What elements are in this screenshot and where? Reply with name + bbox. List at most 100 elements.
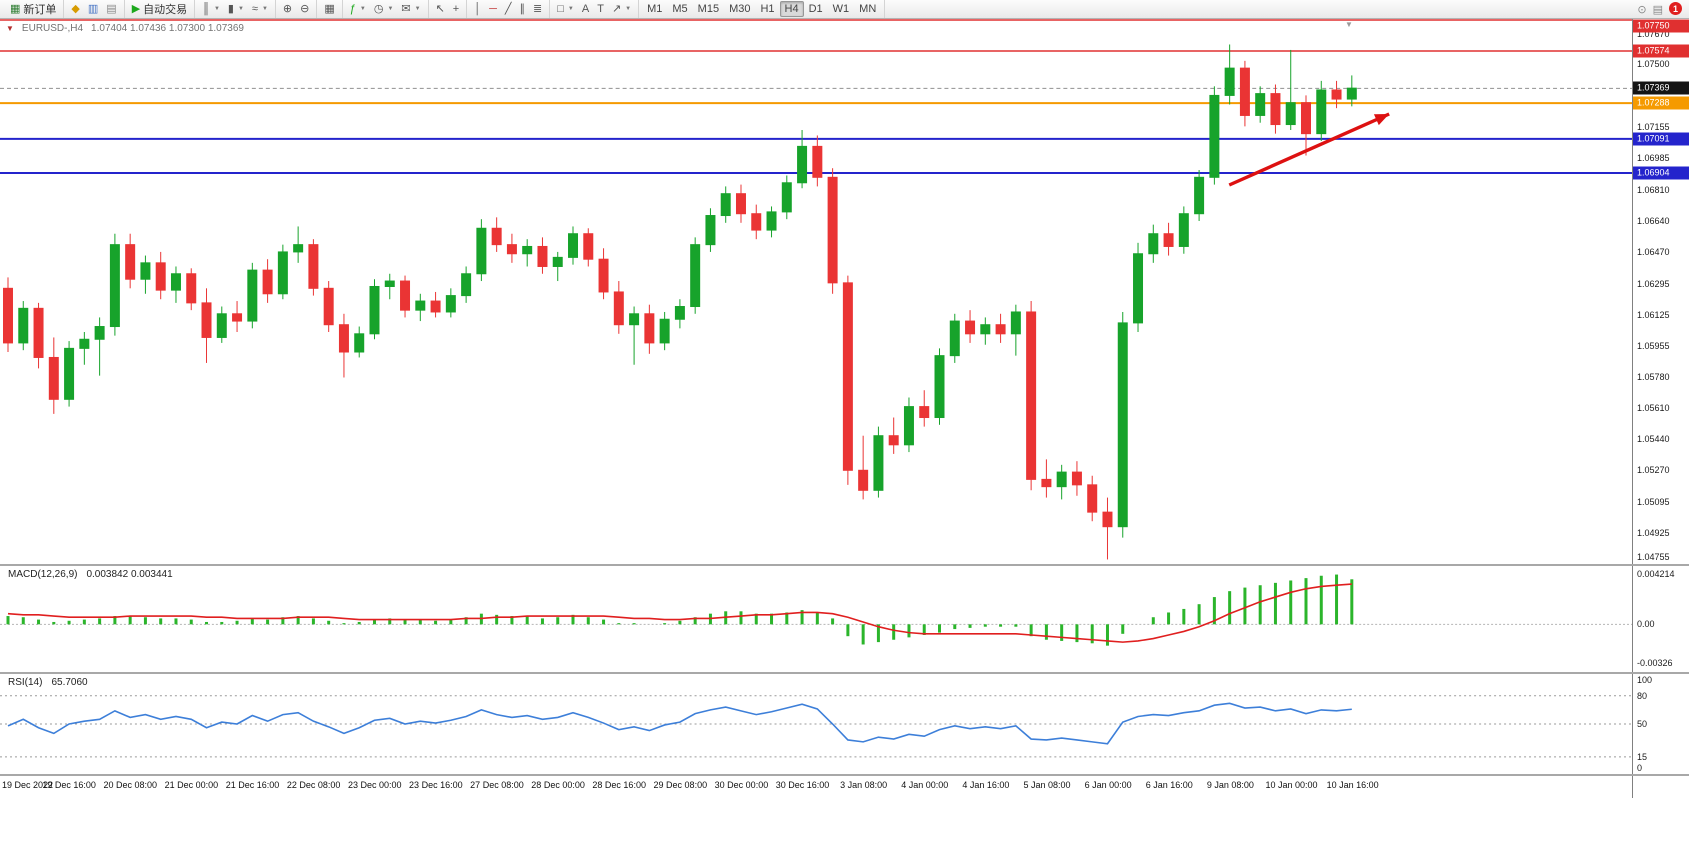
bottom-margin [0, 798, 1689, 858]
text-icon[interactable]: A [578, 1, 593, 18]
time-axis-label: 4 Jan 16:00 [962, 780, 1010, 790]
cursor-icon[interactable]: ↖ [432, 1, 449, 18]
price-tag: 1.06904 [1633, 166, 1689, 180]
candlestick [476, 219, 487, 282]
tf-mn-button[interactable]: MN [854, 1, 881, 17]
candlestick [140, 255, 151, 294]
tf-m5-button[interactable]: M5 [667, 1, 692, 17]
time-axis-label: 27 Dec 08:00 [470, 780, 524, 790]
channel-icon[interactable]: ∥ [516, 1, 530, 18]
macd-axis[interactable]: 0.004214 0.00 -0.00326 [1632, 566, 1689, 672]
trendline-icon-glyph: ╱ [504, 2, 512, 15]
auto-trading-button[interactable]: ▶ 自动交易 [128, 1, 191, 18]
trend-arrow-annotation[interactable] [1228, 112, 1390, 187]
candlestick [1316, 80, 1327, 141]
time-axis[interactable]: 19 Dec 2022 19 Dec 16:00 20 Dec 08:00 21 De… [0, 776, 1632, 798]
tf-w1-button[interactable]: W1 [828, 1, 855, 17]
periods-icon[interactable]: ◷ ▼ [370, 1, 398, 18]
candlestick [568, 226, 579, 265]
cursor-icon-glyph: ↖ [435, 2, 445, 15]
layout-icon[interactable]: ▤ [1652, 3, 1663, 16]
indicators-icon[interactable]: ƒ ▼ [346, 1, 370, 18]
candlestick [1071, 461, 1082, 496]
notification-badge[interactable]: 1 [1669, 2, 1682, 15]
chart-shift-marker[interactable]: ▼ [1345, 20, 1353, 29]
price-chart-plot[interactable]: ▼ EURUSD-,H4 1.07404 1.07436 1.07300 1.0… [0, 19, 1632, 564]
candlestick [1239, 60, 1250, 127]
time-axis-label: 10 Jan 16:00 [1326, 780, 1379, 790]
crosshair-icon[interactable]: + [449, 1, 463, 18]
arrows-icon[interactable]: ↗ ▼ [608, 1, 635, 18]
candlestick [1209, 86, 1220, 185]
candlestick [751, 204, 762, 240]
candlestick [308, 239, 319, 296]
candlestick [384, 273, 395, 300]
tile-windows-icon[interactable]: ▦ [320, 1, 338, 18]
line-chart-icon[interactable]: ≈ ▼ [248, 1, 272, 18]
macd-values: 0.003842 0.003441 [86, 569, 173, 580]
candlestick [858, 435, 869, 500]
time-axis-label: 6 Jan 00:00 [1084, 780, 1132, 790]
panel-splitter[interactable] [0, 564, 1689, 566]
toolbar-groups: ▦ 新订单 ◆ ▥ ▤ ▶ 自动交易 ║ ▼ ▮ ▼ ≈ ▼ ⊕ ⊖ ▦ ƒ ▼ ◷ ▼ ✉ ▼ ↖ + │ ─ ╱ ∥ ≣ □ ▼ A T ↗ ▼… [3, 0, 886, 18]
tf-m30-button[interactable]: M30 [724, 1, 755, 17]
candlestick [400, 275, 411, 318]
candlestick [33, 302, 44, 369]
panel-splitter[interactable] [0, 672, 1689, 674]
sound-alert-icon[interactable]: ◆ [67, 1, 83, 18]
candlestick [781, 175, 792, 220]
chevron-down-icon: ▼ [625, 6, 632, 12]
shapes-icon-glyph: □ [557, 2, 564, 15]
auto-trading-button-glyph: ▶ [131, 2, 141, 15]
tf-m15-button[interactable]: M15 [693, 1, 724, 17]
macd-signal-line [7, 583, 1352, 643]
price-tick: 1.07670 [1637, 28, 1670, 39]
candlestick [216, 306, 227, 343]
horizontal-line-icon[interactable]: ─ [485, 1, 501, 18]
text-label-icon[interactable]: T [593, 1, 608, 18]
candlestick [583, 228, 594, 267]
candlestick [1026, 301, 1037, 491]
tf-w1-button-label: W1 [832, 3, 850, 15]
tf-h1-button[interactable]: H1 [755, 1, 779, 17]
text-icon-glyph: A [581, 2, 590, 15]
new-order-button[interactable]: ▦ 新订单 [6, 1, 60, 18]
new-chart-icon[interactable]: ▥ [84, 1, 102, 18]
candlestick [598, 248, 609, 300]
trendline-icon[interactable]: ╱ [501, 1, 516, 18]
search-icon[interactable]: ⊙ [1637, 3, 1647, 16]
fibonacci-icon[interactable]: ≣ [529, 1, 546, 18]
rsi-tick: 0 [1637, 763, 1643, 773]
tf-m30-button-label: M30 [729, 3, 751, 15]
candlestick [354, 326, 365, 358]
tf-h4-button-label: H4 [784, 3, 799, 15]
zoom-in-icon[interactable]: ⊕ [279, 1, 296, 18]
tf-d1-button[interactable]: D1 [804, 1, 828, 17]
vertical-line-icon[interactable]: │ [470, 1, 485, 18]
candlestick [1194, 170, 1205, 221]
tf-h4-button[interactable]: H4 [779, 1, 804, 17]
rsi-plot[interactable]: RSI(14) 65.7060 [0, 674, 1632, 774]
price-axis[interactable]: 1.07670 1.07500 1.07155 1.06985 1.06810 1.066… [1632, 19, 1689, 564]
candlestick [1117, 311, 1128, 538]
candlestick [537, 237, 548, 274]
zoom-out-icon[interactable]: ⊖ [296, 1, 313, 18]
time-axis-label: 19 Dec 2022 [2, 780, 54, 790]
profiles-icon[interactable]: ▤ [102, 1, 120, 18]
bar-chart-icon[interactable]: ║ ▼ [198, 1, 224, 18]
price-tick: 1.06810 [1637, 185, 1670, 196]
arrows-icon-glyph: ↗ [611, 2, 622, 15]
candlestick [2, 277, 13, 353]
templates-icon[interactable]: ✉ ▼ [397, 1, 424, 18]
panel-splitter[interactable] [0, 774, 1689, 776]
rsi-axis[interactable]: 100 80 50 15 0 [1632, 674, 1689, 774]
candlestick [827, 168, 838, 294]
horizontal-line-icon-glyph: ─ [489, 2, 497, 15]
shapes-icon[interactable]: □ ▼ [553, 1, 578, 18]
tf-m1-button[interactable]: M1 [642, 1, 667, 17]
price-tick: 1.05270 [1637, 465, 1670, 476]
candle-chart-icon[interactable]: ▮ ▼ [224, 1, 248, 18]
candlestick [445, 288, 456, 318]
macd-plot[interactable]: MACD(12,26,9) 0.003842 0.003441 [0, 566, 1632, 672]
chevron-down-icon: ▼ [414, 6, 421, 12]
